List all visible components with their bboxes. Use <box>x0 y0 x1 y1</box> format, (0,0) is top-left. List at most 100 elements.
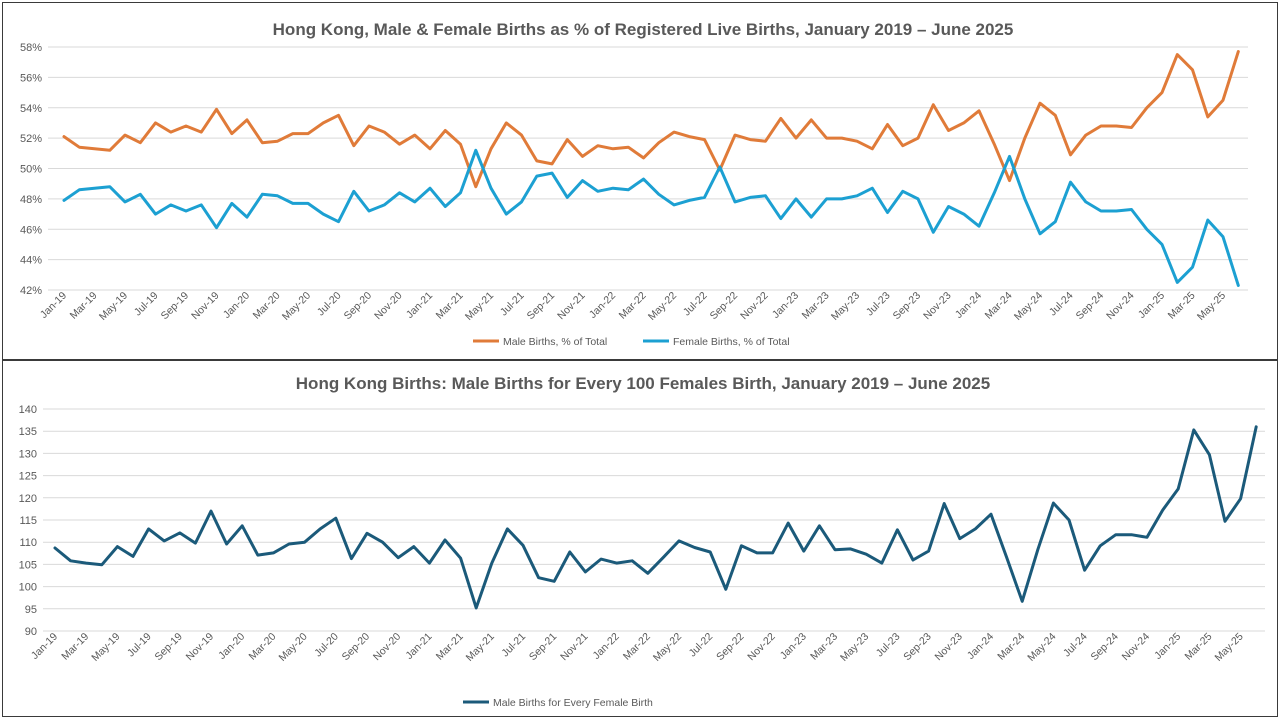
x-tick-label: Jul-20 <box>312 631 341 660</box>
y-tick-label: 100 <box>19 582 37 594</box>
chart-title: Hong Kong, Male & Female Births as % of … <box>273 20 1014 39</box>
series-line-male <box>62 50 1240 189</box>
x-tick-label: Mar-20 <box>251 290 283 322</box>
x-tick-label: Nov-21 <box>558 631 591 664</box>
y-tick-label: 115 <box>19 515 37 527</box>
x-tick-label: Nov-19 <box>184 631 217 664</box>
x-tick-label: Sep-24 <box>1088 631 1121 664</box>
y-tick-label: 54% <box>20 103 42 115</box>
x-tick-label: May-21 <box>463 290 496 323</box>
x-tick-label: Jan-24 <box>953 290 984 321</box>
x-tick-label: Mar-22 <box>617 290 649 322</box>
x-tick-label: Nov-20 <box>372 290 405 323</box>
series-line-female <box>62 148 1240 287</box>
x-tick-label: Nov-19 <box>189 290 222 323</box>
x-tick-label: Nov-24 <box>1104 290 1137 323</box>
y-tick-label: 125 <box>19 471 37 483</box>
x-tick-label: Jul-20 <box>315 290 344 319</box>
x-tick-label: Jan-23 <box>778 631 809 662</box>
x-tick-label: Jan-21 <box>404 290 435 321</box>
x-tick-label: Mar-22 <box>621 631 653 663</box>
y-tick-label: 52% <box>20 133 42 145</box>
y-tick-label: 135 <box>19 426 37 438</box>
y-tick-label: 44% <box>20 255 42 267</box>
x-tick-label: Sep-20 <box>342 290 375 323</box>
y-tick-label: 105 <box>19 559 37 571</box>
x-tick-label: Jan-20 <box>221 290 252 321</box>
chart-top-svg: Hong Kong, Male & Female Births as % of … <box>20 20 1248 348</box>
x-tick-label: Sep-21 <box>527 631 560 664</box>
x-tick-label: Mar-19 <box>59 631 91 663</box>
y-tick-label: 120 <box>19 493 37 505</box>
chart-bottom-svg: Hong Kong Births: Male Births for Every … <box>19 374 1265 709</box>
x-tick-label: Mar-19 <box>68 290 100 322</box>
x-tick-label: Sep-22 <box>708 290 741 323</box>
x-tick-label: Sep-19 <box>159 290 192 323</box>
x-tick-label: Sep-23 <box>891 290 924 323</box>
x-tick-label: Jul-21 <box>498 290 527 319</box>
y-tick-label: 56% <box>20 72 42 84</box>
x-tick-label: Jan-21 <box>403 631 434 662</box>
x-tick-label: May-24 <box>1012 290 1045 323</box>
x-tick-label: Mar-20 <box>247 631 279 663</box>
y-tick-label: 140 <box>19 404 37 416</box>
x-tick-label: May-20 <box>280 290 313 323</box>
x-tick-label: Sep-24 <box>1074 290 1107 323</box>
x-tick-label: Mar-23 <box>800 290 832 322</box>
x-tick-label: Mar-25 <box>1183 631 1215 663</box>
x-tick-label: May-21 <box>464 631 497 664</box>
x-tick-label: May-19 <box>97 290 130 323</box>
y-tick-label: 90 <box>25 626 37 638</box>
x-tick-label: Nov-21 <box>555 290 588 323</box>
legend-label: Female Births, % of Total <box>673 336 790 348</box>
x-tick-label: Jul-21 <box>499 631 528 660</box>
x-tick-label: May-23 <box>829 290 862 323</box>
x-tick-label: Jul-22 <box>681 290 710 319</box>
y-tick-label: 110 <box>19 537 37 549</box>
x-tick-label: Nov-22 <box>738 290 771 323</box>
x-tick-label: Jan-22 <box>587 290 618 321</box>
x-tick-label: Jan-23 <box>770 290 801 321</box>
x-tick-label: Nov-20 <box>371 631 404 664</box>
x-tick-label: Jan-19 <box>38 290 69 321</box>
x-tick-label: Jul-19 <box>132 290 161 319</box>
x-tick-label: May-22 <box>651 631 684 664</box>
x-tick-label: Mar-23 <box>808 631 840 663</box>
x-tick-label: Sep-23 <box>901 631 934 664</box>
x-tick-label: Jul-23 <box>864 290 893 319</box>
series-line-ratio <box>53 425 1258 610</box>
x-tick-label: Jan-25 <box>1136 290 1167 321</box>
x-tick-label: Jul-22 <box>687 631 716 660</box>
chart-panel-bottom: Hong Kong Births: Male Births for Every … <box>2 360 1278 717</box>
x-tick-label: Mar-24 <box>983 290 1015 322</box>
x-tick-label: May-20 <box>276 631 309 664</box>
x-tick-label: May-22 <box>646 290 679 323</box>
x-tick-label: May-25 <box>1195 290 1228 323</box>
x-tick-label: Nov-22 <box>745 631 778 664</box>
x-tick-label: Nov-23 <box>921 290 954 323</box>
x-tick-label: Sep-21 <box>525 290 558 323</box>
x-tick-label: Sep-19 <box>152 631 185 664</box>
x-tick-label: Sep-22 <box>714 631 747 664</box>
y-tick-label: 58% <box>20 42 42 54</box>
x-tick-label: May-23 <box>838 631 871 664</box>
y-tick-label: 95 <box>25 604 37 616</box>
x-tick-label: May-24 <box>1025 631 1058 664</box>
x-tick-label: May-25 <box>1212 631 1245 664</box>
x-tick-label: Jul-24 <box>1047 290 1076 319</box>
legend-label: Male Births for Every Female Birth <box>493 697 653 709</box>
y-tick-label: 46% <box>20 224 42 236</box>
x-tick-label: Sep-20 <box>340 631 373 664</box>
x-tick-label: Jul-19 <box>125 631 154 660</box>
x-tick-label: Nov-24 <box>1120 631 1153 664</box>
x-tick-label: Mar-24 <box>995 631 1027 663</box>
x-tick-label: Jul-23 <box>874 631 903 660</box>
chart-title: Hong Kong Births: Male Births for Every … <box>296 374 990 393</box>
chart-panel-top: Hong Kong, Male & Female Births as % of … <box>2 2 1278 360</box>
legend-label: Male Births, % of Total <box>503 336 607 348</box>
x-tick-label: Mar-21 <box>434 631 466 663</box>
x-tick-label: May-19 <box>89 631 122 664</box>
x-tick-label: Mar-25 <box>1166 290 1198 322</box>
x-tick-label: Jul-24 <box>1061 631 1090 660</box>
y-tick-label: 50% <box>20 164 42 176</box>
